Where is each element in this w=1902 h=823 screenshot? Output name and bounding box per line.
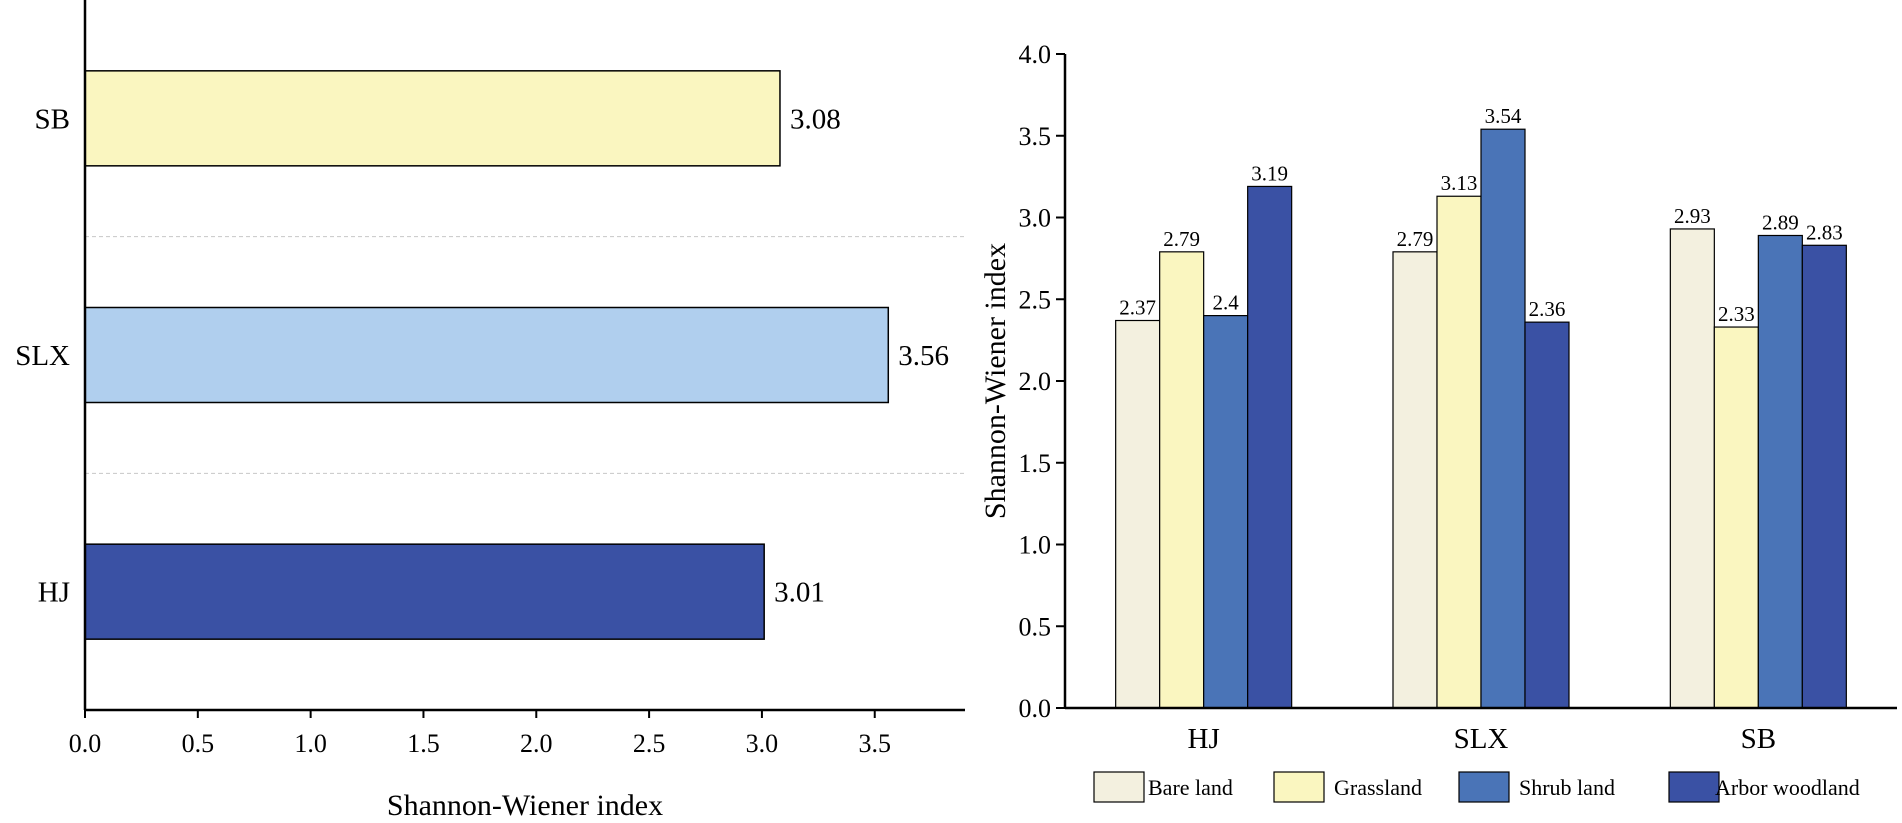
bar-hj-arbor-woodland xyxy=(1247,185,1293,709)
left-bar-chart: 3.01 HJ 3.56 SLX 3.08 SB 0.0 0.5 1.0 1.5 2.0 2.5 3.0… xyxy=(15,0,965,822)
bar-hj-grassland xyxy=(1159,251,1205,709)
bar-slx-shrub-land xyxy=(1480,128,1526,709)
x-tick-label: 3.5 xyxy=(858,729,891,758)
right-grouped-bar-chart: 2.37 2.79 2.4 3.19 HJ 2.79 3.13 3.54 2.36 SLX 2.93… xyxy=(979,40,1897,803)
bar-slx-bare-land xyxy=(1392,251,1438,709)
x-tick-label: 2.5 xyxy=(633,729,666,758)
data-label-slx: 3.56 xyxy=(898,340,949,372)
x-tick-label: 0.0 xyxy=(69,729,102,758)
data-label: 3.19 xyxy=(1251,161,1288,185)
bar-slx-arbor-woodland xyxy=(1524,321,1570,709)
x-tick-label: 3.0 xyxy=(746,729,779,758)
bar-hj-bare-land xyxy=(1115,319,1161,709)
y-tick-label: 0.0 xyxy=(1019,694,1052,723)
y-tick-label: 4.0 xyxy=(1019,40,1052,69)
y-tick-label-slx: SLX xyxy=(15,340,70,372)
data-label: 2.36 xyxy=(1529,297,1566,321)
data-label: 2.4 xyxy=(1213,291,1240,315)
legend-label-bare-land: Bare land xyxy=(1148,775,1233,800)
legend-swatch-bare-land xyxy=(1093,771,1145,803)
data-label: 2.93 xyxy=(1674,204,1711,228)
legend-swatch-arbor-woodland xyxy=(1668,771,1720,803)
bar-sb-arbor-woodland xyxy=(1801,244,1847,709)
bar-slx xyxy=(84,306,890,404)
y-tick-label: 2.5 xyxy=(1019,285,1052,314)
y-tick-label: 0.5 xyxy=(1019,612,1052,641)
data-label-hj: 3.01 xyxy=(774,577,825,609)
bar-sb-shrub-land xyxy=(1757,234,1803,709)
data-label: 2.37 xyxy=(1119,296,1156,320)
data-label: 2.89 xyxy=(1762,210,1799,234)
x-tick-label: 1.5 xyxy=(407,729,440,758)
y-tick-label: 1.0 xyxy=(1019,531,1052,560)
legend-swatch-grassland xyxy=(1273,771,1325,803)
legend-swatch-shrub-land xyxy=(1458,771,1510,803)
x-tick-label-sb: SB xyxy=(1741,723,1776,755)
y-tick-label: 2.0 xyxy=(1019,367,1052,396)
bar-sb-grassland xyxy=(1713,326,1759,709)
x-tick-label: 2.0 xyxy=(520,729,553,758)
y-tick-label-hj: HJ xyxy=(38,577,70,609)
data-label: 2.33 xyxy=(1718,302,1755,326)
data-label: 2.79 xyxy=(1397,227,1434,251)
bar-sb xyxy=(84,70,781,167)
y-axis-title: Shannon-Wiener index xyxy=(979,243,1012,519)
x-tick-label: 1.0 xyxy=(294,729,327,758)
x-axis-title: Shannon-Wiener index xyxy=(387,789,663,822)
legend-label-shrub-land: Shrub land xyxy=(1519,775,1615,800)
x-tick-label-hj: HJ xyxy=(1188,723,1220,755)
bar-slx-grassland xyxy=(1436,195,1482,709)
x-tick-label-slx: SLX xyxy=(1454,723,1509,755)
bar-hj-shrub-land xyxy=(1203,315,1249,709)
y-tick-label: 3.0 xyxy=(1019,204,1052,233)
x-tick-label: 0.5 xyxy=(182,729,215,758)
bar-sb-bare-land xyxy=(1669,228,1715,709)
data-label: 3.54 xyxy=(1485,104,1522,128)
data-label-sb: 3.08 xyxy=(790,103,841,135)
y-tick-label: 1.5 xyxy=(1019,449,1052,478)
data-label: 3.13 xyxy=(1441,171,1478,195)
legend-label-arbor-woodland: Arbor woodland xyxy=(1715,775,1860,800)
y-tick-label: 3.5 xyxy=(1019,122,1052,151)
data-label: 2.79 xyxy=(1163,227,1200,251)
y-tick-label-sb: SB xyxy=(35,103,70,135)
data-label: 2.83 xyxy=(1806,220,1843,244)
legend-label-grassland: Grassland xyxy=(1334,775,1422,800)
bar-hj xyxy=(84,543,765,640)
